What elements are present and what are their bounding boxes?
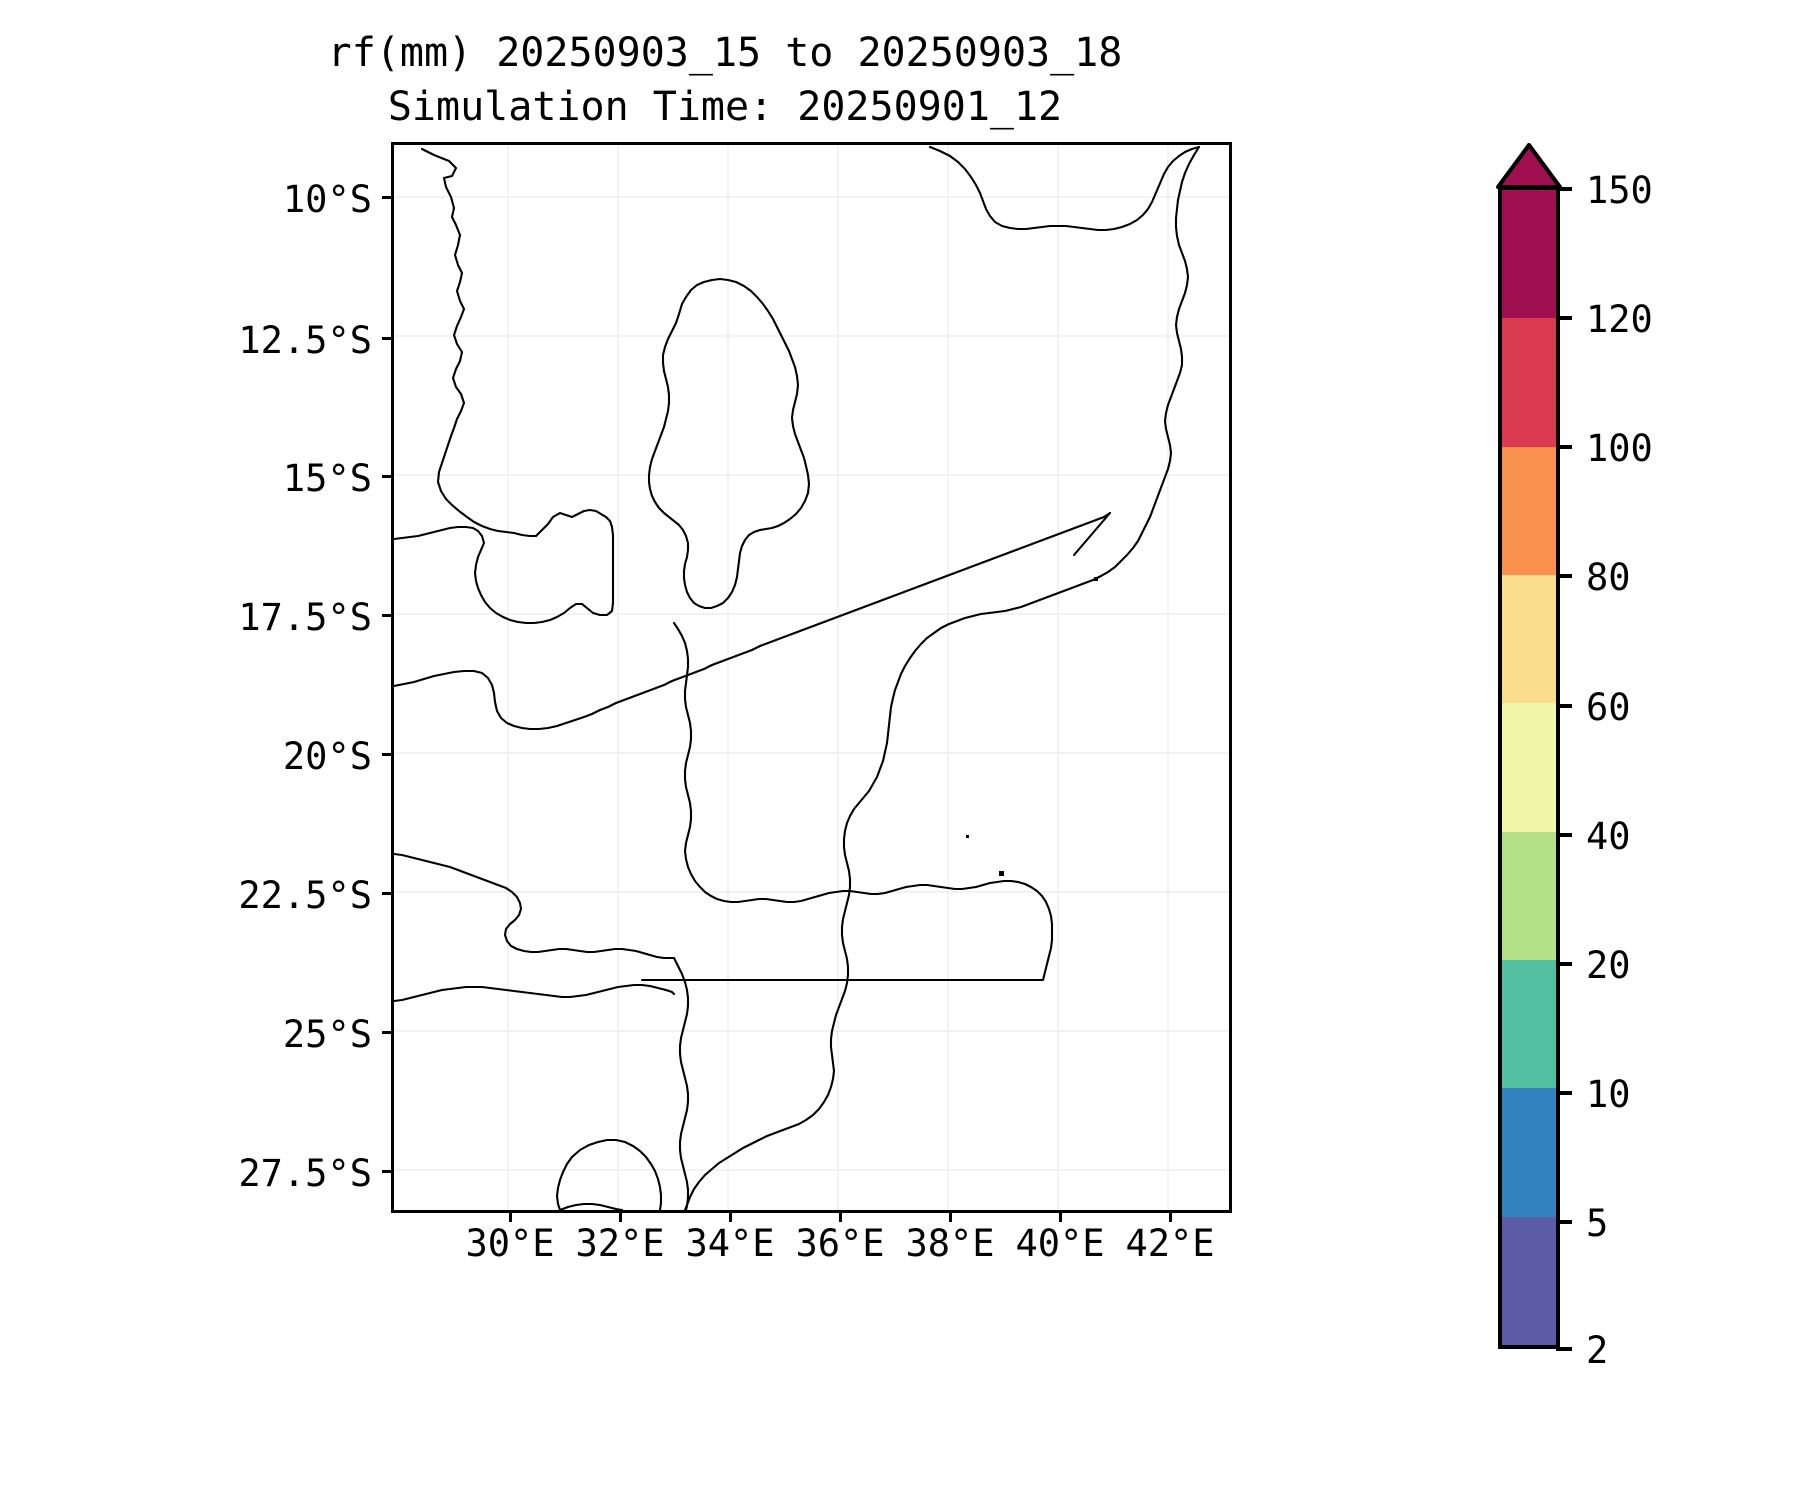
ytick-mark-7 <box>382 1170 391 1173</box>
title-line-1: rf(mm) 20250903_15 to 20250903_18 <box>327 30 1123 76</box>
colorbar-tick-mark-80 <box>1556 574 1572 578</box>
ytick-label-6: 25°S <box>282 1013 372 1056</box>
border-eswatini-west <box>555 1155 574 1210</box>
ytick-label-7: 27.5°S <box>238 1152 372 1195</box>
border-zambia-west <box>420 147 538 538</box>
colorbar-segment-40-60 <box>1502 831 1556 960</box>
ytick-mark-1 <box>382 337 391 340</box>
colorbar-tick-mark-10 <box>1556 1091 1572 1095</box>
xtick-label-3: 36°E <box>795 1222 885 1265</box>
colorbar-tick-mark-100 <box>1556 445 1572 449</box>
colorbar-tick-mark-150 <box>1556 187 1572 191</box>
colorbar-tick-label-60: 60 <box>1586 686 1631 729</box>
colorbar-segment-20-40 <box>1502 959 1556 1089</box>
colorbar-segment-120-150 <box>1502 318 1556 447</box>
map-plot-area[interactable] <box>391 142 1232 1213</box>
ytick-label-5: 22.5°S <box>238 874 372 917</box>
border-malawi-west-lobe <box>394 508 615 625</box>
colorbar-tick-label-20: 20 <box>1586 944 1631 987</box>
colorbar-tick-mark-60 <box>1556 704 1572 708</box>
xtick-label-5: 40°E <box>1015 1222 1105 1265</box>
ytick-mark-4 <box>382 753 391 756</box>
colorbar-extend-arrow-icon <box>1496 143 1562 189</box>
xtick-mark-5 <box>1059 1213 1062 1222</box>
ytick-label-0: 10°S <box>282 178 372 221</box>
border-mozambique-eswatini <box>640 930 1054 982</box>
data-speck-1 <box>1094 577 1098 581</box>
border-south-africa-north <box>394 852 676 960</box>
xtick-mark-2 <box>729 1213 732 1222</box>
border-eswatini <box>570 1138 663 1210</box>
ytick-mark-2 <box>382 475 391 478</box>
coastline-mozambique-east <box>683 145 1201 1210</box>
colorbar-tick-mark-5 <box>1556 1220 1572 1224</box>
xtick-label-6: 42°E <box>1125 1222 1215 1265</box>
colorbar-segment-10-20 <box>1502 1088 1556 1217</box>
chart-title: rf(mm) 20250903_15 to 20250903_18 Simula… <box>0 26 1450 134</box>
ytick-mark-0 <box>382 196 391 199</box>
colorbar-segment-2-10 <box>1502 1216 1556 1346</box>
xtick-mark-1 <box>619 1213 622 1222</box>
colorbar-tick-label-5: 5 <box>1586 1202 1609 1245</box>
colorbar-segment-60-80 <box>1502 703 1556 832</box>
title-line-2: Simulation Time: 20250901_12 <box>387 84 1063 130</box>
border-south-africa-northwest <box>394 983 676 1003</box>
colorbar-segment-80-100 <box>1502 574 1556 704</box>
data-speck-2 <box>966 835 969 838</box>
colorbar-tick-label-80: 80 <box>1586 556 1631 599</box>
xtick-label-2: 34°E <box>685 1222 775 1265</box>
ytick-mark-6 <box>382 1031 391 1034</box>
gridlines <box>394 145 1229 1210</box>
border-malawi <box>647 277 811 610</box>
xtick-mark-6 <box>1169 1213 1172 1222</box>
ytick-label-4: 20°S <box>282 735 372 778</box>
xtick-mark-3 <box>839 1213 842 1222</box>
xtick-mark-4 <box>949 1213 952 1222</box>
data-speck-3 <box>999 871 1004 876</box>
border-mozambique-west-north <box>394 511 1112 731</box>
ytick-mark-3 <box>382 614 391 617</box>
colorbar-tick-mark-20 <box>1556 962 1572 966</box>
border-lesotho-sa-south <box>558 1202 624 1210</box>
colorbar-tick-mark-2 <box>1556 1347 1572 1351</box>
ytick-mark-5 <box>382 892 391 895</box>
colorbar-tick-label-40: 40 <box>1586 815 1631 858</box>
border-zimbabwe-mozambique <box>672 621 1054 934</box>
colorbar-tick-mark-120 <box>1556 316 1572 320</box>
colorbar-tick-label-10: 10 <box>1586 1073 1631 1116</box>
colorbar[interactable] <box>1498 186 1560 1349</box>
colorbar-segment-100-120 <box>1502 446 1556 575</box>
xtick-label-1: 32°E <box>575 1222 665 1265</box>
map-vector-layer <box>394 145 1229 1210</box>
colorbar-tick-label-120: 120 <box>1586 298 1653 341</box>
border-mozambique-west-south <box>1072 511 1112 557</box>
ytick-label-3: 17.5°S <box>238 596 372 639</box>
colorbar-tick-label-150: 150 <box>1586 169 1653 212</box>
colorbar-tick-label-2: 2 <box>1586 1329 1609 1372</box>
xtick-label-0: 30°E <box>465 1222 555 1265</box>
colorbar-segment-150-plus <box>1502 190 1556 319</box>
border-mozambique-south <box>672 956 690 1210</box>
colorbar-tick-mark-40 <box>1556 833 1572 837</box>
ytick-label-2: 15°S <box>282 457 372 500</box>
xtick-mark-0 <box>509 1213 512 1222</box>
colorbar-tick-label-100: 100 <box>1586 427 1653 470</box>
coastline-mozambique-tanzania <box>928 145 1201 232</box>
xtick-label-4: 38°E <box>905 1222 995 1265</box>
ytick-label-1: 12.5°S <box>238 319 372 362</box>
